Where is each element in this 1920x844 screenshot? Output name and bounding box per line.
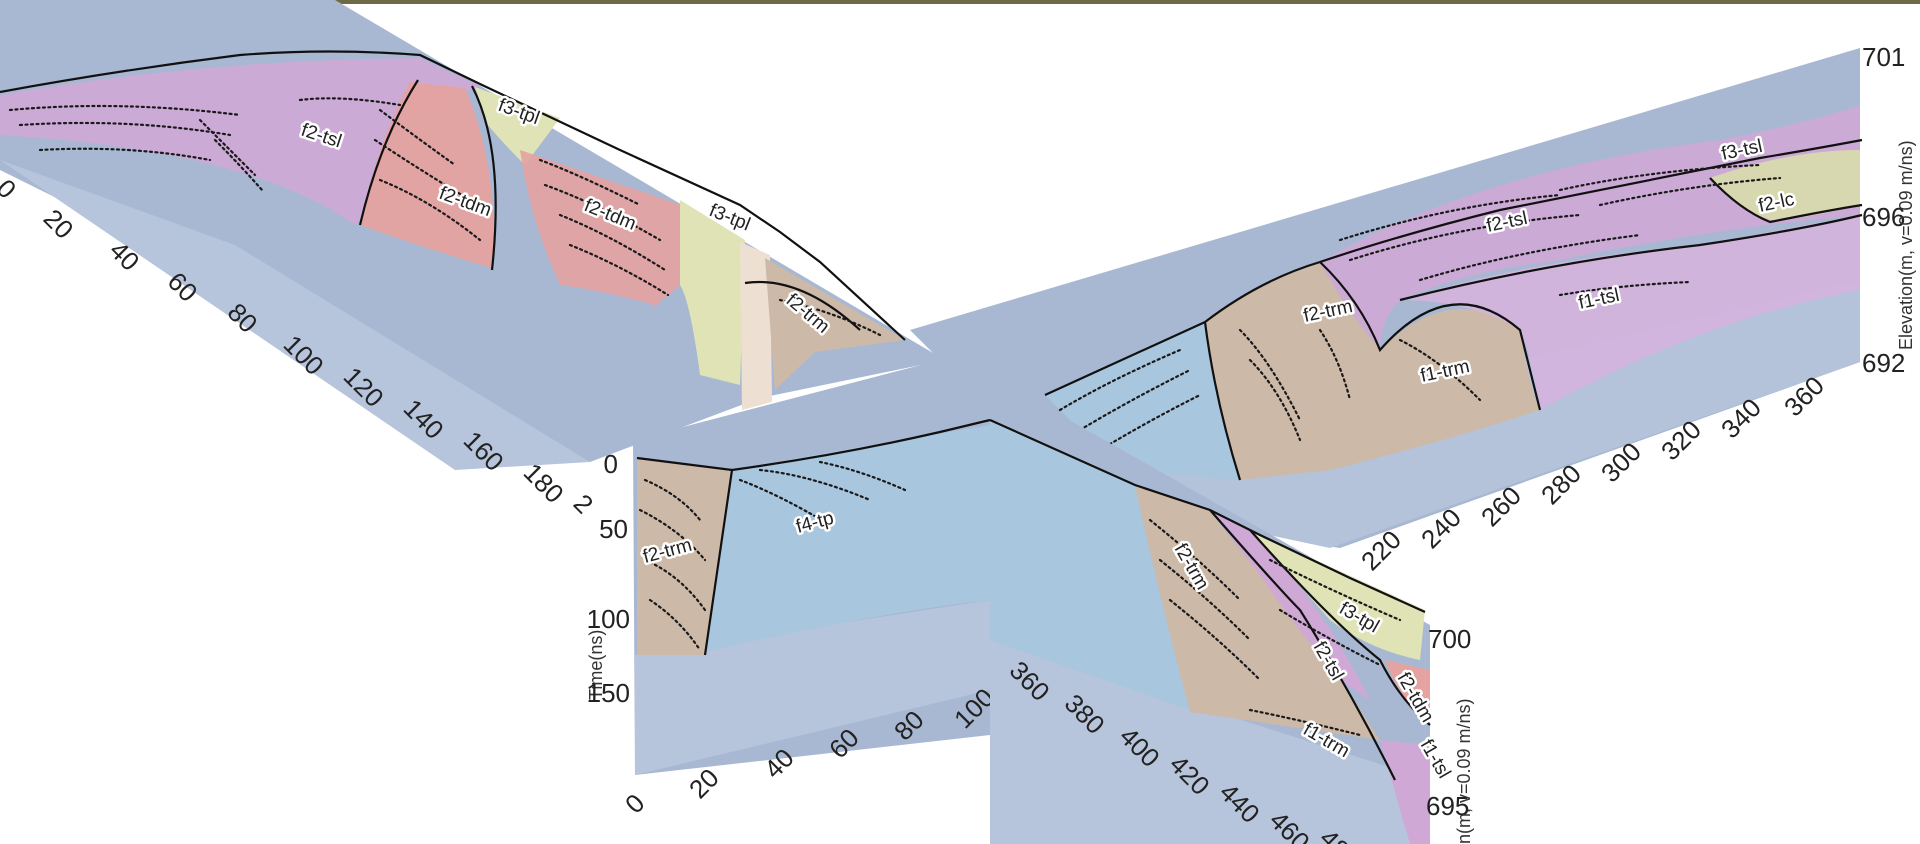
time-tick: 50 bbox=[599, 514, 628, 544]
reflectors-top-left bbox=[8, 97, 882, 337]
reflectors-right bbox=[1058, 163, 1782, 452]
unit-fill-gpr-strip bbox=[740, 242, 772, 410]
unit-fill-tdm-center-right bbox=[1385, 660, 1430, 725]
time-tick: 150 bbox=[587, 678, 630, 708]
unit-fill-tp-center-right bbox=[990, 420, 1190, 710]
elevation-tick: 701 bbox=[1862, 42, 1905, 72]
boundary-right-2 bbox=[1319, 261, 1542, 411]
unit-fill-f1-tsl-center-right bbox=[1380, 740, 1430, 844]
elevation-tick: 692 bbox=[1862, 348, 1905, 378]
boundary-center-left bbox=[703, 469, 734, 656]
panel-center-right: f2-trm f3-tpl f2-tsl f2-tdm f1-trm f1-ts… bbox=[989, 375, 1474, 844]
x-tick: 2 bbox=[568, 488, 599, 519]
photo-strip bbox=[0, 0, 1920, 4]
reflectors-center-right bbox=[1148, 518, 1402, 737]
boundary-right-4 bbox=[1709, 177, 1863, 224]
elevation-tick-cr: 695 bbox=[1426, 791, 1469, 821]
elevation-axis-title-right: Elevation(m, v=0.09 m/ns) bbox=[1896, 140, 1916, 350]
unit-fill-trm-center bbox=[637, 458, 732, 655]
time-tick: 100 bbox=[587, 604, 630, 634]
unit-fill-tdm-left bbox=[360, 82, 494, 268]
unit-fill-tpl-mid bbox=[680, 200, 745, 385]
elevation-tick: 696 bbox=[1862, 202, 1905, 232]
panel-top-left: f2-tsl f2-tdm f3-tpl f2-tdm f3-tpl f2-tr… bbox=[0, 0, 945, 519]
time-tick: 0 bbox=[604, 449, 618, 479]
boundary-left-3 bbox=[744, 280, 861, 331]
unit-fill-trm-center-right bbox=[1135, 485, 1380, 740]
panel-right: f3-tsl f2-lc f2-tsl f2-trm f1-tsl f1-trm… bbox=[910, 42, 1916, 576]
unit-fill-tsl-center-right bbox=[1210, 510, 1370, 700]
boundary-center-right-1 bbox=[1209, 509, 1396, 781]
top-surface-right bbox=[1044, 138, 1863, 397]
unit-fill-lc-right bbox=[1710, 150, 1860, 220]
unit-fill-tp-center bbox=[705, 425, 990, 652]
panel-top-left-lower-slab bbox=[0, 160, 590, 470]
boundary-right-1 bbox=[1203, 321, 1242, 481]
unit-fill-tpl-center-right bbox=[1250, 530, 1425, 660]
reflectors-center-left bbox=[638, 460, 907, 652]
boundary-left-2 bbox=[471, 85, 497, 271]
x-tick: 0 bbox=[619, 788, 650, 819]
unit-fill-tpl-left bbox=[475, 87, 560, 165]
elevation-tick-cr: 700 bbox=[1428, 624, 1471, 654]
unit-fill-trm-right bbox=[1205, 262, 1540, 480]
top-surface-left bbox=[0, 50, 906, 341]
boundary-right-3 bbox=[1399, 213, 1863, 302]
unit-fill-f1-tsl-right bbox=[1400, 215, 1860, 410]
boundary-center-right-2 bbox=[1249, 529, 1431, 726]
elevation-axis-title-center-right: n(m, v=0.09 m/ns) bbox=[1454, 698, 1474, 844]
top-surface-center-right bbox=[989, 418, 1426, 614]
time-axis-title: Time(ns) bbox=[586, 630, 606, 700]
top-surface-center-left bbox=[636, 418, 991, 472]
panel-center-right-lower-slab bbox=[990, 640, 1430, 844]
panel-center-left: f2-trm f4-tp Time(ns) 0 50 100 150 0 20 … bbox=[586, 360, 1000, 819]
